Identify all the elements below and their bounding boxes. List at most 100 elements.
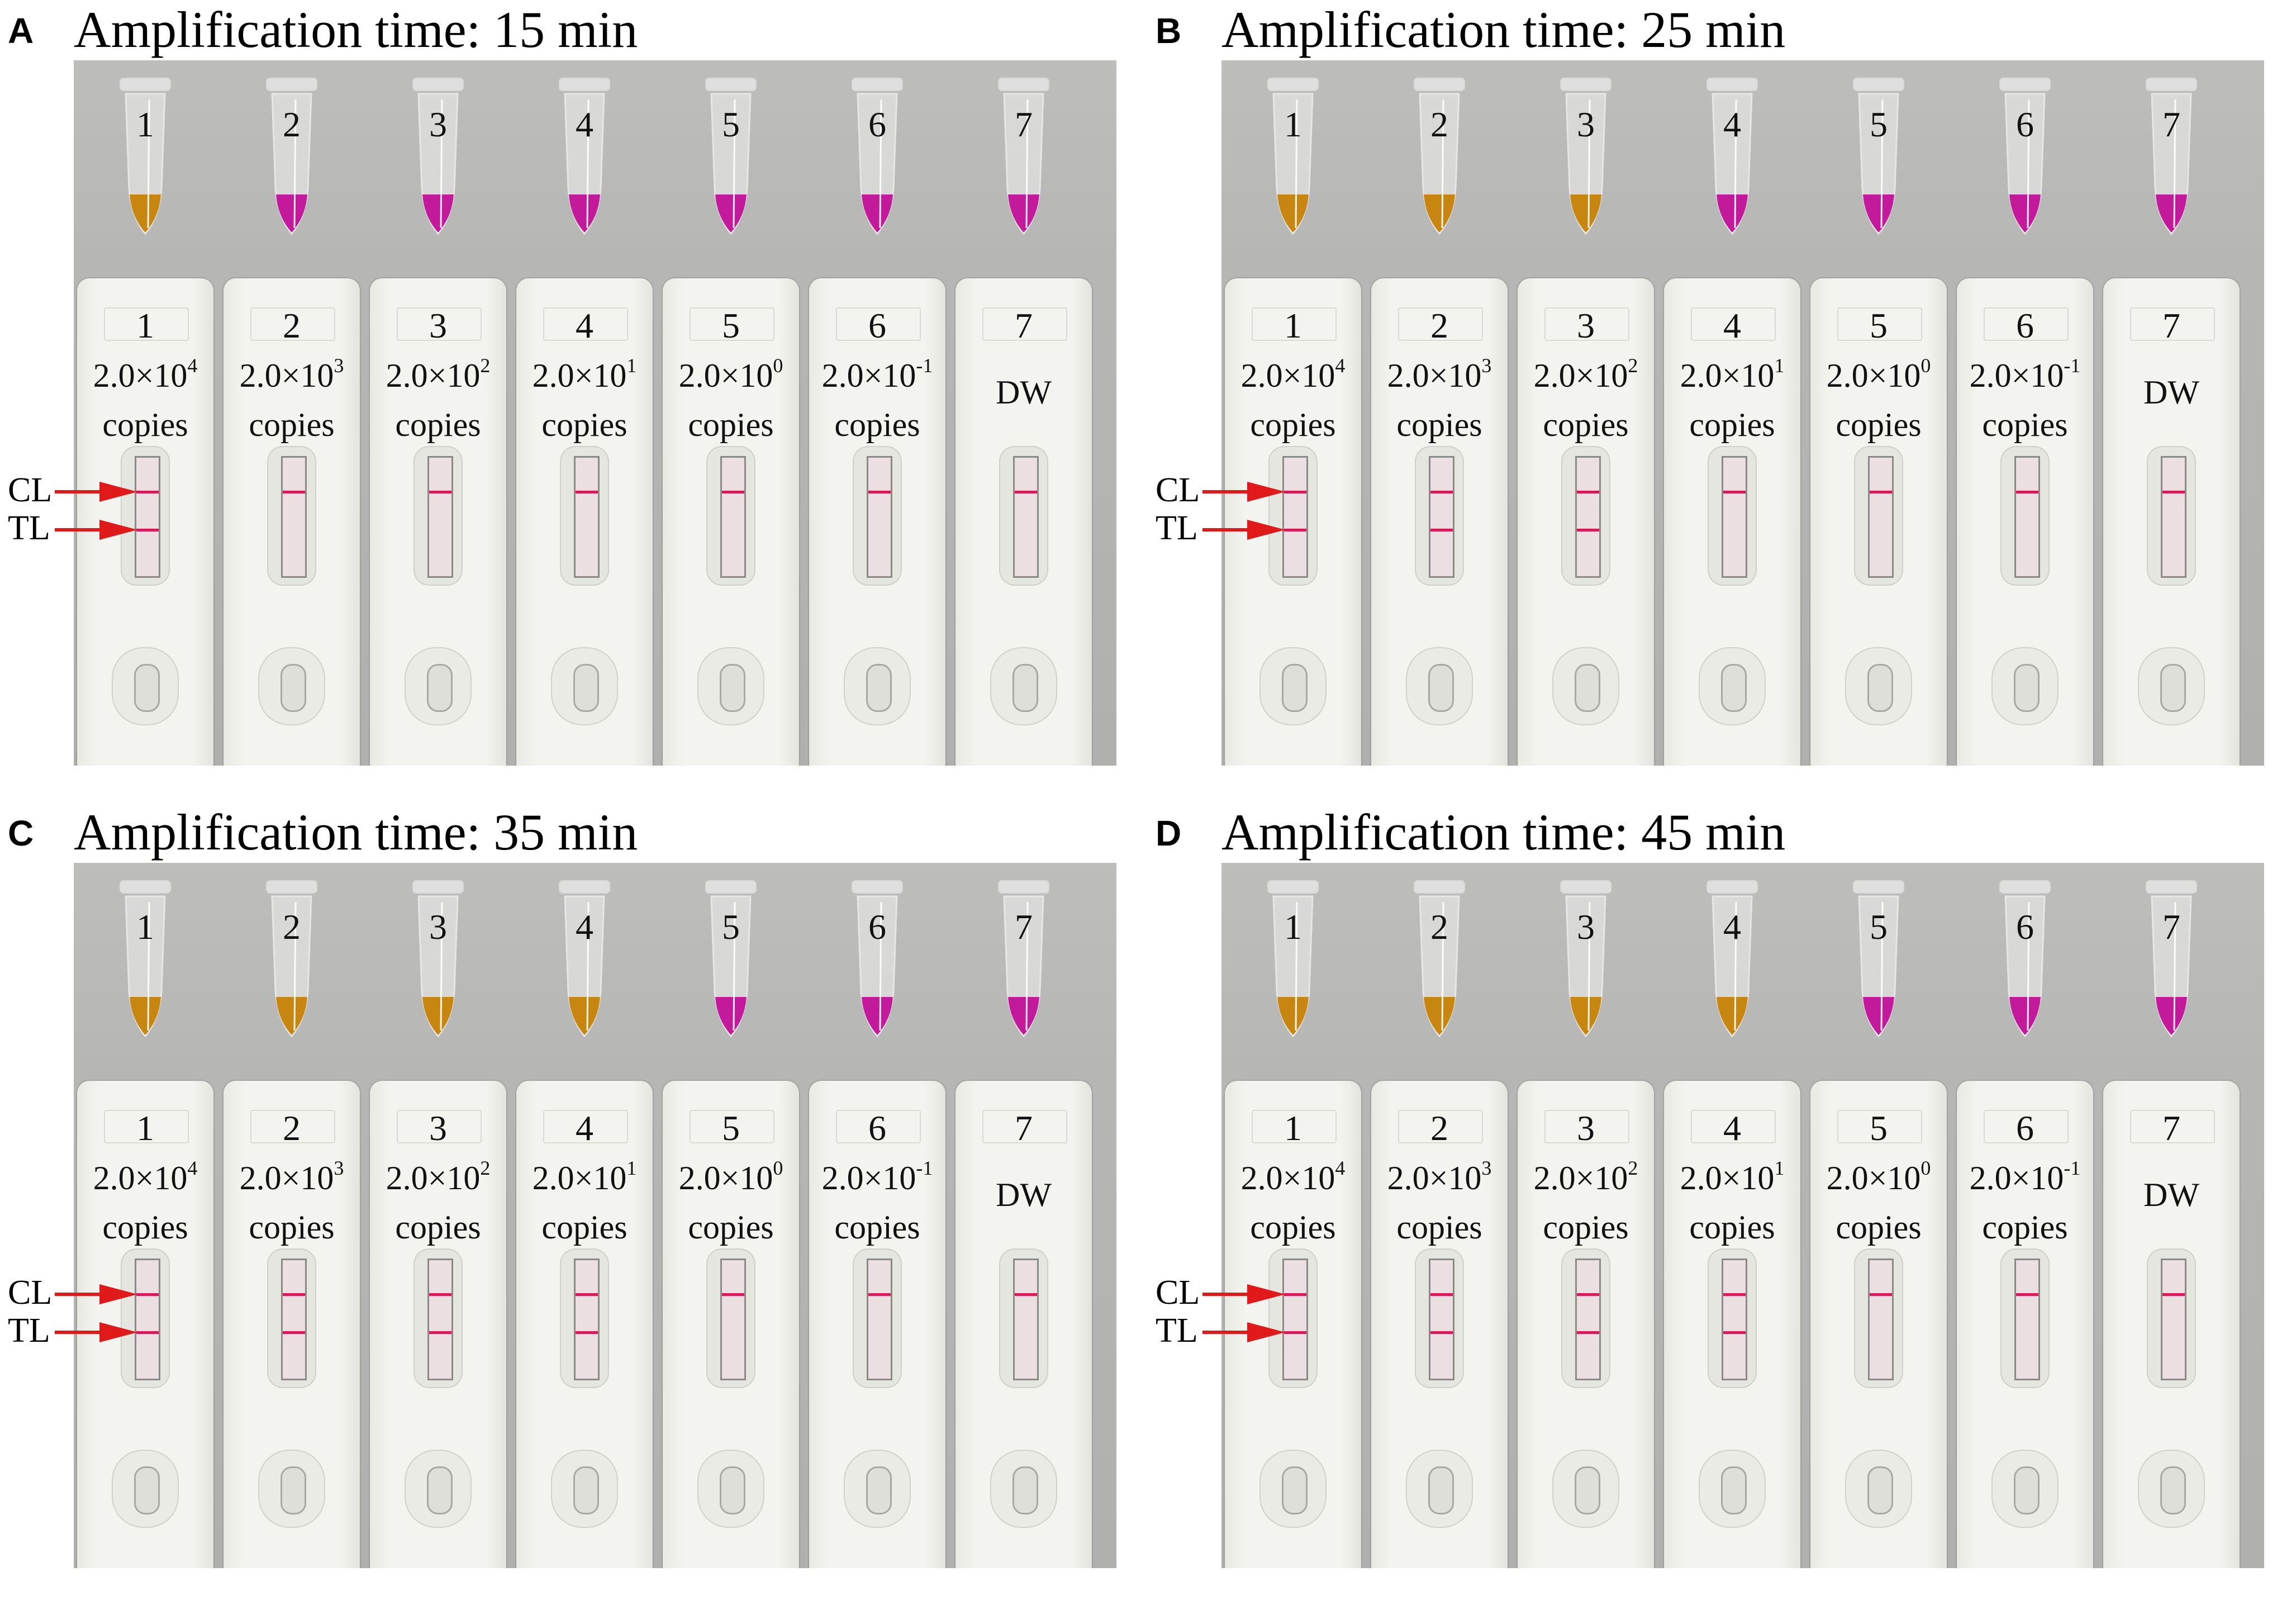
strip-number: 3 <box>1577 306 1595 345</box>
panel-photo: 1 2 3 4 5 6 7 1 2.0×104 copies 2 2.0×103 copies 3 2.0×… <box>1221 60 2264 766</box>
tube-graphic <box>2146 78 2197 235</box>
tube-cap <box>1414 880 1465 894</box>
test-strip: 4 2.0×101 copies <box>516 1081 653 1568</box>
control-line <box>1430 1293 1453 1296</box>
tube-liquid <box>276 194 307 232</box>
panel-title: Amplification time: 45 min <box>1221 804 1786 861</box>
test-strip: 5 2.0×100 copies <box>1810 278 1947 766</box>
strip-copies-label: copies <box>249 1209 335 1246</box>
tube-number: 4 <box>1723 907 1741 947</box>
tube-highlight <box>1295 901 1298 1031</box>
test-line <box>1430 529 1453 531</box>
tube-number: 4 <box>1723 105 1741 144</box>
result-window <box>1282 456 1308 578</box>
tube-number: 7 <box>1015 907 1033 947</box>
sample-well-hole <box>427 664 453 712</box>
sample-well-hole <box>1012 664 1038 712</box>
control-line <box>868 491 891 493</box>
tube-graphic <box>1414 880 1465 1038</box>
tube: 3 <box>1544 880 1628 1053</box>
cl-label: CL <box>8 471 53 509</box>
strip-number-box <box>543 307 628 341</box>
concentration-exponent: 4 <box>187 1157 198 1179</box>
tube-cap <box>1853 880 1904 894</box>
control-line <box>1577 1293 1599 1296</box>
strip-copies-label: copies <box>1689 406 1775 443</box>
tube-liquid <box>276 997 307 1035</box>
cl-arrow-icon <box>55 1284 137 1304</box>
tube-liquid <box>1277 997 1309 1035</box>
tube: 1 <box>103 77 187 250</box>
result-window <box>574 456 600 578</box>
tube-number: 5 <box>1870 907 1888 947</box>
strip-number: 6 <box>2016 1108 2034 1148</box>
test-strip: 3 2.0×102 copies <box>370 1081 506 1568</box>
strip-copies-label: copies <box>1543 1209 1629 1246</box>
control-line <box>1015 491 1037 493</box>
strip-copies-label: copies <box>1250 1209 1336 1246</box>
strip-copies-label: copies <box>834 1209 920 1246</box>
strip-number: 7 <box>2162 306 2180 345</box>
tube-liquid <box>1863 194 1894 232</box>
strip-copies-label: copies <box>541 406 628 443</box>
test-strip: 1 2.0×104 copies <box>77 1081 213 1568</box>
tube: 6 <box>1983 77 2067 250</box>
sample-well-hole <box>720 1466 745 1514</box>
tube-liquid <box>1717 194 1748 232</box>
sample-well-hole <box>2160 1466 2186 1514</box>
control-line <box>2162 1293 2185 1296</box>
concentration-exponent: 3 <box>1481 354 1492 377</box>
concentration-base: 2.0×10 <box>1680 1160 1775 1196</box>
tube-cap <box>705 880 757 894</box>
tube-number: 5 <box>722 105 740 144</box>
sample-well-hole <box>573 664 599 712</box>
strip-concentration: 2.0×103 <box>1366 1158 1513 1198</box>
result-window <box>281 1259 307 1380</box>
tube-number: 1 <box>1284 907 1302 947</box>
strip-concentration: 2.0×102 <box>364 1158 512 1198</box>
tube-graphic <box>1706 880 1758 1038</box>
result-window <box>2014 1259 2040 1380</box>
tube-graphic <box>1706 78 1758 235</box>
strip-number-box <box>250 307 335 341</box>
tube-number: 3 <box>429 907 447 947</box>
tube-graphic <box>1853 880 1904 1038</box>
tube-highlight <box>1025 99 1029 229</box>
tube-number: 1 <box>1284 105 1302 144</box>
test-strip: 5 2.0×100 copies <box>663 1081 799 1568</box>
tube-cap <box>1267 880 1319 894</box>
test-line <box>136 1331 159 1334</box>
tube-number: 6 <box>2016 907 2034 947</box>
tube-graphic <box>266 78 317 235</box>
result-window <box>720 456 746 578</box>
concentration-base: 2.0×10 <box>93 1160 188 1196</box>
concentration-exponent: 4 <box>1335 354 1346 377</box>
strip-concentration: 2.0×101 <box>1658 1158 1806 1198</box>
result-window <box>1722 456 1747 578</box>
strip-copies-label: copies <box>1982 1209 2068 1246</box>
control-line <box>1870 491 1892 493</box>
tube-liquid <box>862 997 893 1035</box>
control-line <box>2016 491 2038 493</box>
tube-number: 1 <box>136 105 154 144</box>
strip-number: 7 <box>1015 1108 1033 1148</box>
test-line <box>429 1331 451 1334</box>
tl-arrow-icon <box>55 520 137 540</box>
strip-concentration: 2.0×10-1 <box>1951 355 2099 395</box>
strip-number-box <box>690 307 774 341</box>
test-strip: 5 2.0×100 copies <box>1810 1081 1947 1568</box>
strip-dw-label: DW <box>996 1176 1052 1213</box>
tube-graphic <box>412 78 464 235</box>
strip-copies-label: copies <box>688 1209 774 1246</box>
tube-cap <box>852 78 903 91</box>
tube-number: 2 <box>283 907 301 947</box>
tube: 7 <box>2129 880 2213 1053</box>
tube-highlight <box>440 99 443 229</box>
strip-number-box <box>1252 307 1337 341</box>
concentration-exponent: 2 <box>1628 1157 1638 1179</box>
strip-copies-label: copies <box>249 406 335 443</box>
strip-number-box <box>1691 1110 1776 1143</box>
tube-number: 7 <box>2162 907 2180 947</box>
tube-liquid <box>1008 194 1039 232</box>
sample-well-hole <box>1428 664 1454 712</box>
